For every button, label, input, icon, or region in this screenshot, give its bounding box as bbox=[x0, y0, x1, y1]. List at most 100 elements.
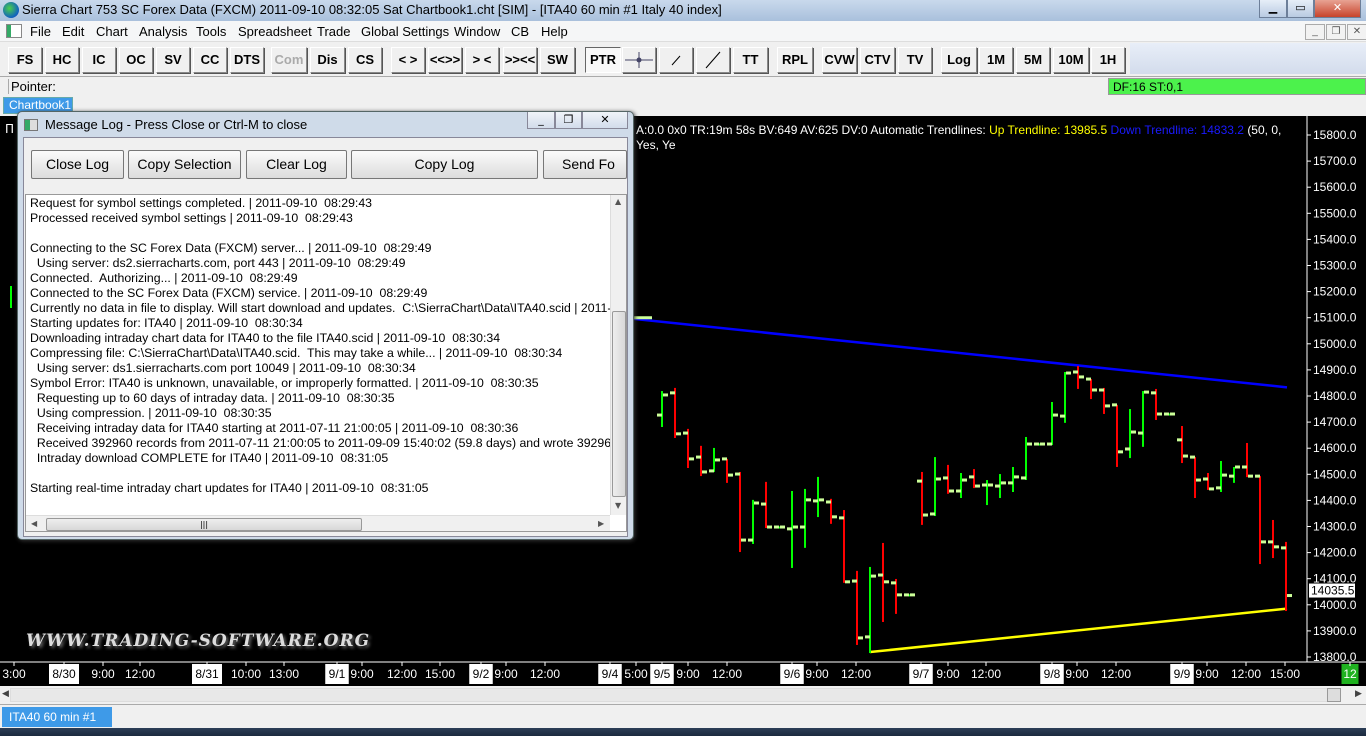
date-label-box bbox=[909, 664, 933, 684]
time-tick-label: 8/30 bbox=[52, 667, 76, 681]
log-vertical-scrollbar[interactable]: ▲ ▼ bbox=[610, 195, 626, 515]
dialog-maximize-button[interactable]: ❐ bbox=[555, 112, 582, 129]
ohlc-bar bbox=[722, 457, 733, 483]
maximize-button[interactable]: ▭ bbox=[1287, 0, 1314, 18]
line-tool-button[interactable] bbox=[659, 47, 693, 73]
close-log-button[interactable]: Close Log bbox=[31, 150, 124, 179]
log-line: Starting updates for: ITA40 | 2011-09-10… bbox=[30, 316, 303, 330]
ohlc-bar bbox=[1242, 442, 1253, 478]
log-vscroll-thumb[interactable] bbox=[612, 311, 626, 497]
ohlc-bar bbox=[917, 471, 928, 525]
ohlc-bar bbox=[930, 457, 941, 517]
toolbar-ctv-button[interactable]: CTV bbox=[860, 47, 895, 73]
toolbar-b11-button[interactable]: <<>> bbox=[428, 47, 462, 73]
toolbar-1h-button[interactable]: 1H bbox=[1091, 47, 1125, 73]
toolbar-b12-button[interactable]: > < bbox=[465, 47, 499, 73]
price-tick-label: 14100.0 bbox=[1313, 572, 1357, 586]
toolbar-dts-button[interactable]: DTS bbox=[230, 47, 264, 73]
menu-global-settings[interactable]: Global Settings bbox=[361, 24, 450, 39]
bar-open bbox=[1177, 438, 1182, 442]
scroll-up-icon[interactable]: ▲ bbox=[615, 197, 622, 206]
menu-cb[interactable]: CB bbox=[511, 24, 530, 39]
toolbar-sv-button[interactable]: SV bbox=[156, 47, 190, 73]
menu-analysis[interactable]: Analysis bbox=[139, 24, 188, 39]
mdi-close-button[interactable]: ✕ bbox=[1347, 24, 1366, 40]
toolbar-tt-button[interactable]: TT bbox=[733, 47, 768, 73]
message-log-list[interactable]: Request for symbol settings completed. |… bbox=[25, 194, 627, 532]
message-log-dialog: Message Log - Press Close or Ctrl-M to c… bbox=[17, 111, 634, 540]
scroll-right-icon[interactable]: ▶ bbox=[598, 519, 605, 528]
copy-log-button[interactable]: Copy Log bbox=[351, 150, 538, 179]
menu-chart[interactable]: Chart bbox=[96, 24, 128, 39]
bar-open bbox=[904, 593, 909, 597]
date-label-box bbox=[598, 664, 622, 684]
time-tick-label: 9:00 bbox=[676, 667, 700, 681]
log-line: Downloading intraday chart data for ITA4… bbox=[30, 331, 501, 345]
ohlc-bar bbox=[1008, 466, 1019, 493]
menu-help[interactable]: Help bbox=[541, 24, 568, 39]
toolbar-sw-button[interactable]: SW bbox=[540, 47, 575, 73]
scroll-track[interactable] bbox=[10, 688, 1338, 702]
copy-selection-button[interactable]: Copy Selection bbox=[128, 150, 241, 179]
dialog-minimize-button[interactable]: _ bbox=[527, 112, 555, 129]
price-tick-label: 14300.0 bbox=[1313, 520, 1357, 534]
log-line: Starting real-time intraday chart update… bbox=[30, 481, 429, 495]
toolbar-fs-button[interactable]: FS bbox=[8, 47, 42, 73]
mdi-minimize-button[interactable]: _ bbox=[1305, 24, 1325, 40]
bar-open bbox=[839, 516, 844, 520]
toolbar-ic-button[interactable]: IC bbox=[82, 47, 116, 73]
time-tick-label: 13:00 bbox=[269, 667, 299, 681]
toolbar-cc-button[interactable]: CC bbox=[193, 47, 227, 73]
bar-open bbox=[995, 484, 1000, 488]
send-button[interactable]: Send Fo bbox=[543, 150, 627, 179]
dialog-close-button[interactable]: ✕ bbox=[582, 112, 628, 129]
scroll-left-icon[interactable]: ◀ bbox=[31, 519, 38, 528]
toolbar-cvw-button[interactable]: CVW bbox=[822, 47, 857, 73]
toolbar-b13-button[interactable]: >><< bbox=[503, 47, 537, 73]
time-tick-label: 9/7 bbox=[913, 667, 930, 681]
toolbar-tv-button[interactable]: TV bbox=[898, 47, 932, 73]
toolbar-cs-button[interactable]: CS bbox=[348, 47, 382, 73]
log-horizontal-scrollbar[interactable]: ◀ ||| ▶ bbox=[26, 515, 610, 531]
ray-tool-button[interactable] bbox=[696, 47, 730, 73]
toolbar-5m-button[interactable]: 5M bbox=[1016, 47, 1050, 73]
toolbar-b10-button[interactable]: < > bbox=[391, 47, 425, 73]
menu-window[interactable]: Window bbox=[454, 24, 501, 39]
toolbar-10m-button[interactable]: 10M bbox=[1053, 47, 1089, 73]
watermark: WWW.TRADING-SOFTWARE.ORG bbox=[26, 631, 371, 651]
toolbar-dis-button[interactable]: Dis bbox=[310, 47, 345, 73]
minimize-button[interactable]: ▁ bbox=[1259, 0, 1287, 18]
scroll-right-icon[interactable]: ▶ bbox=[1355, 689, 1362, 699]
menu-spreadsheet[interactable]: Spreadsheet bbox=[238, 24, 312, 39]
trendline-params: (50, 0, Yes, Ye bbox=[636, 123, 1282, 152]
price-tick-label: 15100.0 bbox=[1313, 311, 1357, 325]
menu-trade[interactable]: Trade bbox=[317, 24, 351, 39]
mdi-restore-button[interactable]: ❐ bbox=[1326, 24, 1346, 40]
scroll-down-icon[interactable]: ▼ bbox=[615, 501, 622, 510]
toolbar-1m-button[interactable]: 1M bbox=[979, 47, 1013, 73]
menu-tools[interactable]: Tools bbox=[196, 24, 227, 39]
toolbar-hc-button[interactable]: HC bbox=[45, 47, 79, 73]
time-tick-label: 9:00 bbox=[494, 667, 518, 681]
crosshair-tool-button[interactable] bbox=[622, 47, 656, 73]
last-price-label: 14035.5 bbox=[1311, 584, 1355, 598]
menu-edit[interactable]: Edit bbox=[62, 24, 85, 39]
toolbar-com-button[interactable]: Com bbox=[271, 47, 307, 73]
clear-log-button[interactable]: Clear Log bbox=[246, 150, 347, 179]
log-line: Connecting to the SC Forex Data (FXCM) s… bbox=[30, 241, 432, 255]
bar-close bbox=[1144, 390, 1149, 394]
log-hscroll-thumb[interactable]: ||| bbox=[46, 518, 362, 531]
close-button[interactable]: ✕ bbox=[1314, 0, 1361, 18]
toolbar-log-button[interactable]: Log bbox=[941, 47, 977, 73]
tab-ita40-chart[interactable]: ITA40 60 min #1 bbox=[2, 707, 112, 727]
chart-horizontal-scrollbar[interactable]: ◀ ▶ bbox=[0, 686, 1366, 704]
scroll-left-icon[interactable]: ◀ bbox=[2, 689, 9, 699]
menu-file[interactable]: File bbox=[30, 24, 51, 39]
bar-close bbox=[689, 457, 694, 461]
toolbar-rpl-button[interactable]: RPL bbox=[777, 47, 813, 73]
toolbar-ptr-button[interactable]: PTR bbox=[585, 47, 621, 73]
toolbar-oc-button[interactable]: OC bbox=[119, 47, 153, 73]
scroll-thumb[interactable] bbox=[1327, 688, 1341, 702]
ohlc-bar bbox=[865, 566, 876, 654]
app-menu-icon[interactable] bbox=[6, 24, 22, 38]
